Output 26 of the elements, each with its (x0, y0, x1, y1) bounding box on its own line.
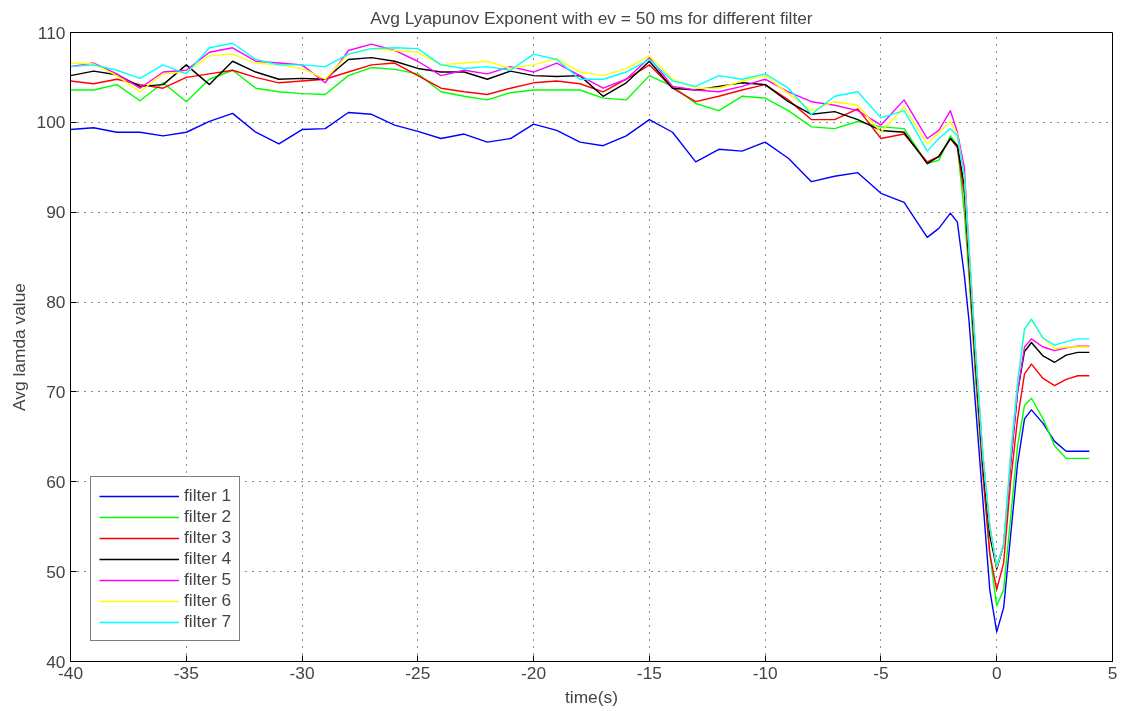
x-tick-label: -15 (636, 662, 662, 683)
x-tick-label: -10 (752, 662, 778, 683)
legend-label: filter 7 (184, 611, 232, 632)
y-tick-label: 100 (36, 112, 66, 133)
x-tick-label: -35 (173, 662, 199, 683)
x-tick-label: -5 (873, 662, 889, 683)
x-axis-title: time(s) (565, 686, 618, 707)
x-tick-label: 5 (1107, 662, 1118, 683)
legend-label: filter 5 (184, 569, 232, 590)
y-tick-label: 60 (46, 471, 66, 492)
y-tick-label: 110 (37, 22, 66, 43)
legend-label: filter 2 (184, 506, 232, 527)
x-tick-label: -20 (521, 662, 547, 683)
legend-label: filter 6 (184, 590, 232, 611)
y-tick-label: 90 (46, 202, 66, 223)
chart-title: Avg Lyapunov Exponent with ev = 50 ms for different filter (370, 7, 813, 28)
x-tick-label: -25 (405, 662, 431, 683)
x-tick-label: -30 (289, 662, 315, 683)
x-tick-label: 0 (991, 662, 1002, 683)
legend-label: filter 1 (184, 485, 232, 506)
legend-label: filter 4 (184, 548, 232, 569)
y-tick-label: 70 (46, 381, 66, 402)
y-axis-title: Avg lamda value (8, 283, 29, 411)
y-tick-label: 50 (46, 561, 66, 582)
legend-label: filter 3 (184, 527, 232, 548)
y-tick-label: 80 (46, 292, 66, 313)
